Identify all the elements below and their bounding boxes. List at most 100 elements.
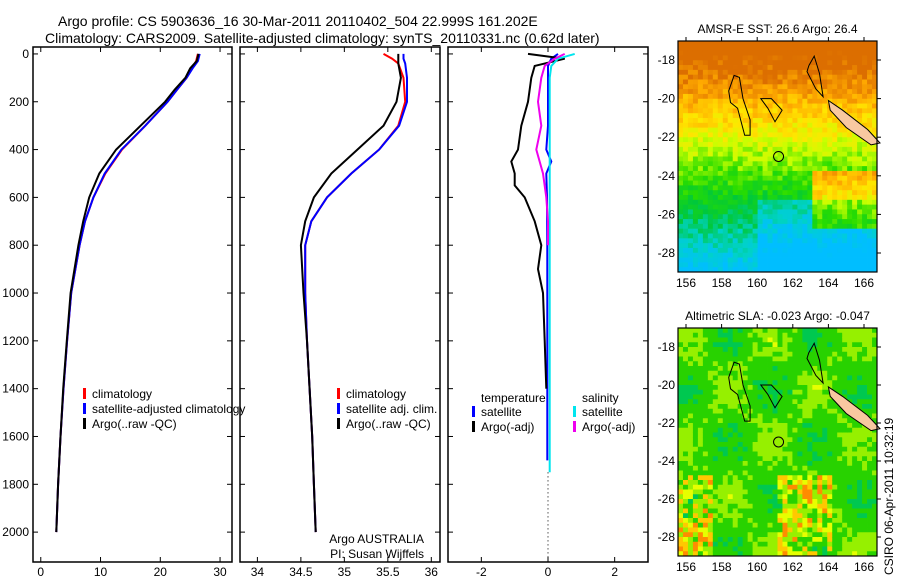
map-cell bbox=[817, 257, 823, 263]
map-cell bbox=[787, 461, 793, 467]
map-cell bbox=[737, 69, 744, 76]
map-cell bbox=[722, 484, 729, 490]
map-cell bbox=[837, 518, 843, 524]
map-cell bbox=[692, 108, 699, 114]
map-cell bbox=[678, 69, 684, 76]
map-cell bbox=[867, 527, 873, 533]
map-cell bbox=[692, 103, 699, 109]
map-cell bbox=[842, 503, 848, 509]
map-cell bbox=[797, 243, 803, 249]
map-cell bbox=[777, 446, 783, 452]
map-cell bbox=[752, 437, 758, 443]
map-cell bbox=[712, 118, 719, 124]
map-cell bbox=[802, 408, 808, 414]
map-cell bbox=[807, 55, 813, 61]
map-cell bbox=[762, 247, 768, 254]
map-cell bbox=[702, 247, 709, 254]
map-cell bbox=[842, 108, 848, 114]
map-cell bbox=[827, 74, 833, 80]
map-cell bbox=[687, 161, 694, 167]
map-cell bbox=[862, 243, 868, 249]
map-cell bbox=[772, 442, 778, 448]
map-cell bbox=[807, 470, 813, 476]
map-cell bbox=[732, 84, 739, 90]
map-cell bbox=[837, 451, 843, 457]
map-cell bbox=[872, 65, 878, 71]
map-cell bbox=[747, 247, 754, 254]
map-cell bbox=[712, 127, 719, 133]
map-cell bbox=[757, 108, 763, 114]
map-cell bbox=[777, 508, 783, 514]
map-cell bbox=[687, 404, 694, 410]
map-cell bbox=[837, 146, 843, 153]
map-cell bbox=[782, 50, 788, 56]
legend-label: satellite adj. clim. bbox=[346, 402, 437, 416]
map-cell bbox=[817, 532, 823, 538]
map-cell bbox=[867, 489, 873, 495]
map-cell bbox=[707, 361, 714, 367]
map-cell bbox=[852, 50, 858, 56]
map-cell bbox=[678, 113, 684, 119]
map-cell bbox=[762, 332, 768, 338]
map-cell bbox=[862, 480, 868, 486]
map-cell bbox=[697, 41, 704, 47]
map-cell bbox=[832, 513, 838, 519]
map-cell bbox=[797, 541, 803, 547]
map-cell bbox=[687, 389, 694, 395]
map-cell bbox=[707, 204, 714, 210]
map-cell bbox=[847, 55, 853, 61]
map-cell bbox=[712, 408, 719, 414]
map-cell bbox=[707, 219, 714, 225]
map-cell bbox=[727, 79, 734, 85]
map-cell bbox=[792, 180, 798, 186]
map-cell bbox=[872, 385, 878, 391]
map-cell bbox=[797, 74, 803, 80]
map-cell bbox=[852, 328, 858, 334]
map-cell bbox=[682, 156, 689, 162]
legend-swatch bbox=[337, 388, 340, 399]
map-cell bbox=[682, 351, 689, 357]
map-cell bbox=[792, 84, 798, 90]
map-cell bbox=[678, 180, 684, 186]
map-cell bbox=[857, 238, 863, 244]
map-cell bbox=[732, 551, 739, 557]
map-cell bbox=[682, 427, 689, 433]
map-cell bbox=[757, 185, 763, 191]
map-cell bbox=[787, 166, 793, 172]
map-cell bbox=[832, 79, 838, 85]
map-cell bbox=[692, 437, 699, 443]
map-cell bbox=[722, 437, 729, 443]
map-cell bbox=[732, 45, 739, 52]
map-cell bbox=[797, 451, 803, 457]
map-cell bbox=[742, 446, 749, 452]
map-cell bbox=[742, 89, 749, 95]
map-cell bbox=[812, 494, 818, 500]
map-cell bbox=[702, 522, 709, 528]
map-cell bbox=[817, 494, 823, 500]
map-cell bbox=[867, 484, 873, 490]
map-cell bbox=[757, 137, 763, 143]
map-cell bbox=[747, 108, 754, 114]
map-cell bbox=[762, 55, 768, 61]
map-cell bbox=[732, 65, 739, 71]
map-cell bbox=[842, 389, 848, 395]
map-cell bbox=[692, 423, 699, 429]
map-cell bbox=[707, 146, 714, 153]
map-cell bbox=[802, 380, 808, 386]
map-cell bbox=[702, 214, 709, 220]
map-cell bbox=[678, 45, 684, 52]
map-cell bbox=[782, 262, 788, 268]
map-cell bbox=[807, 518, 813, 524]
map-cell bbox=[767, 156, 773, 162]
legend-swatch bbox=[83, 418, 86, 429]
map-cell bbox=[777, 65, 783, 71]
map-cell bbox=[802, 175, 808, 181]
map-cell bbox=[782, 223, 788, 230]
map-cell bbox=[842, 195, 848, 201]
map-cell bbox=[747, 204, 754, 210]
map-cell bbox=[752, 103, 758, 109]
map-cell bbox=[842, 146, 848, 153]
map-cell bbox=[832, 446, 838, 452]
map-cell bbox=[787, 380, 793, 386]
map-cell bbox=[827, 50, 833, 56]
